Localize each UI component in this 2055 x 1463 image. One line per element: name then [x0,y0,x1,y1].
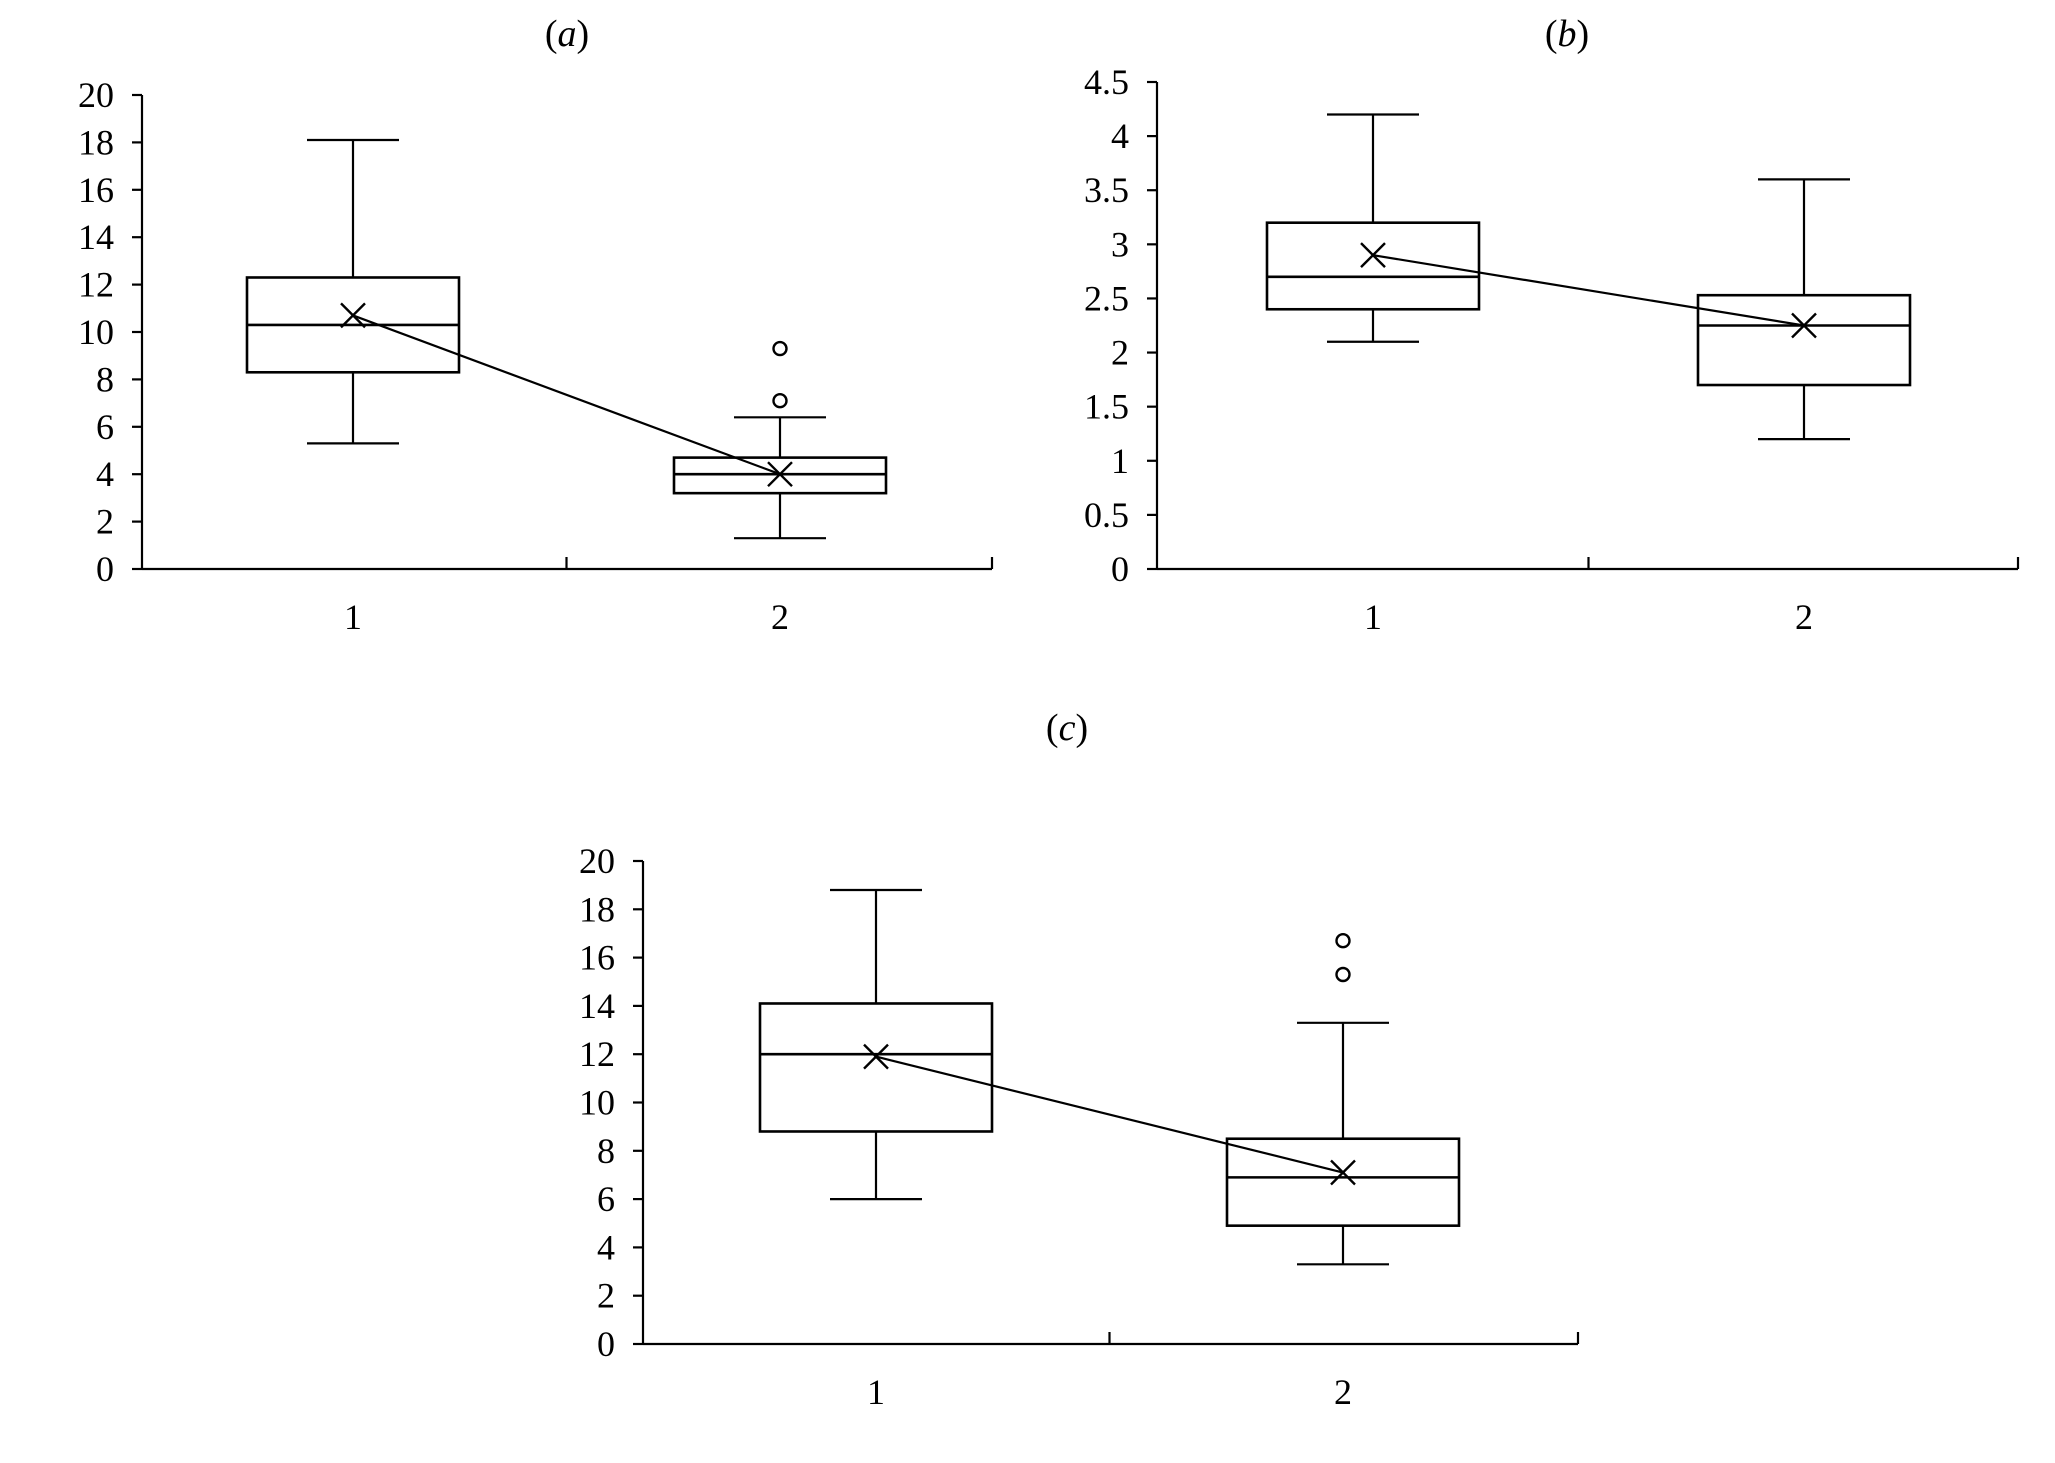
panel-title: (a) [545,13,589,55]
y-tick-label: 2 [597,1276,615,1316]
y-tick-label: 0 [597,1324,615,1364]
y-tick-label: 12 [579,1034,615,1074]
x-tick-label: 1 [1364,597,1382,637]
mean-marker [863,1043,889,1070]
iqr-box [1225,1137,1461,1227]
y-tick-label: 2 [96,502,114,542]
panel-b: (b) 0 0.5 1 1.5 2 2.5 3 3.5 4 4.5 1 2 [1084,13,2020,637]
outlier-point [1335,932,1351,949]
x-tick-label: 2 [1795,597,1813,637]
y-tick-label: 8 [96,359,114,399]
y-tick-label: 0 [96,549,114,589]
outlier-point [772,340,788,357]
y-tick-label: 18 [78,122,114,162]
y-tick-label: 6 [597,1179,615,1219]
y-tick-label: 4 [1111,116,1129,156]
y-tick-label: 0.5 [1084,495,1129,535]
mean-marker-stroke [1791,312,1817,339]
box-group-2 [1696,178,1912,441]
x-tick-label: 1 [867,1372,885,1412]
y-tick-label: 10 [78,312,114,352]
panel-title-letter: b [1558,13,1577,55]
y-tick-label: 4 [597,1227,615,1267]
y-tick-label: 3.5 [1084,170,1129,210]
mean-marker [1791,312,1817,339]
mean-marker [340,302,366,329]
mean-connector-line [352,314,781,476]
iqr-box [1265,221,1481,311]
box-group-1 [758,888,994,1201]
iqr-box [758,1002,994,1133]
x-tick-label: 2 [1334,1372,1352,1412]
panel-title-open-paren: ( [1545,13,1558,55]
panel-title-close-paren: ) [577,13,590,55]
outlier-point [1335,966,1351,983]
mean-marker-stroke [340,302,366,329]
y-tick-label: 14 [78,217,114,257]
y-tick-label: 20 [579,841,615,881]
y-tick-label: 12 [78,265,114,305]
panel-title-close-paren: ) [1577,13,1590,55]
y-tick-label: 18 [579,889,615,929]
y-tick-label: 3 [1111,224,1129,264]
box-group-1 [245,138,461,445]
panel-title-open-paren: ( [1046,707,1059,749]
mean-marker-stroke [863,1043,889,1070]
mean-marker-stroke [1330,1159,1356,1186]
y-tick-label: 1.5 [1084,387,1129,427]
y-tick-label: 4.5 [1084,62,1129,102]
mean-marker [1330,1159,1356,1186]
mean-marker-stroke [767,461,793,488]
y-tick-label: 14 [579,986,615,1026]
panel-title-open-paren: ( [545,13,558,55]
panel-title-letter: c [1059,707,1076,749]
mean-marker-stroke [1360,242,1386,269]
y-tick-label: 16 [579,938,615,978]
y-tick-label: 0 [1111,549,1129,589]
box-group-2 [672,340,888,540]
mean-marker [1360,242,1386,269]
box-group-1 [1265,113,1481,343]
box-group-2 [1225,932,1461,1266]
y-tick-label: 2 [1111,333,1129,373]
x-tick-label: 2 [771,597,789,637]
mean-connector-line [1372,254,1805,327]
x-tick-label: 1 [344,597,362,637]
mean-marker [767,461,793,488]
panel-title: (b) [1545,13,1589,55]
y-tick-label: 1 [1111,441,1129,481]
y-tick-label: 8 [597,1131,615,1171]
y-tick-label: 6 [96,407,114,447]
y-tick-label: 20 [78,75,114,115]
iqr-box [1696,293,1912,387]
y-tick-label: 10 [579,1083,615,1123]
y-tick-label: 2.5 [1084,278,1129,318]
panel-title: (c) [1046,707,1088,749]
y-tick-label: 4 [96,454,114,494]
panel-title-close-paren: ) [1075,707,1088,749]
mean-connector-line [875,1055,1344,1174]
y-tick-label: 16 [78,170,114,210]
outlier-point [772,393,788,409]
panel-title-letter: a [558,13,577,55]
